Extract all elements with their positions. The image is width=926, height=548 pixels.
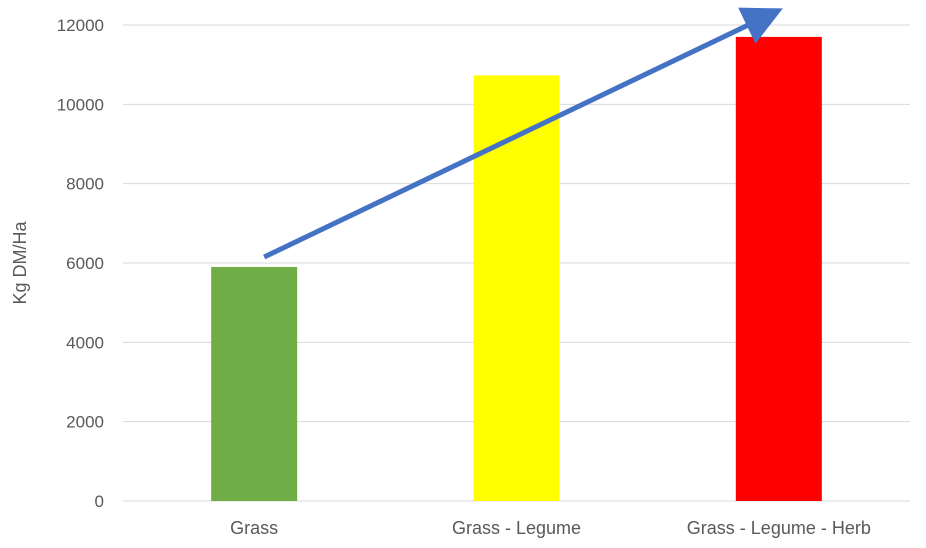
x-category-label: Grass - Legume	[452, 518, 581, 538]
x-category-label: Grass - Legume - Herb	[687, 518, 871, 538]
x-category-label: Grass	[230, 518, 278, 538]
bar	[735, 36, 822, 502]
y-tick-label: 10000	[57, 95, 104, 114]
x-axis-categories: Grass Grass - Legume Grass - Legume - Herb	[230, 518, 871, 538]
y-tick-label: 4000	[66, 333, 104, 352]
y-tick-label: 12000	[57, 16, 104, 35]
y-tick-label: 8000	[66, 175, 104, 194]
trend-arrow	[263, 7, 783, 260]
y-tick-label: 6000	[66, 254, 104, 273]
bar	[473, 75, 560, 502]
bars	[211, 36, 822, 502]
y-axis-ticks: 0 2000 4000 6000 8000 10000 12000	[57, 16, 104, 511]
y-axis-label: Kg DM/Ha	[10, 221, 30, 305]
bar	[211, 266, 298, 501]
y-tick-label: 2000	[66, 413, 104, 432]
annotations	[263, 7, 783, 260]
y-tick-label: 0	[95, 492, 104, 511]
